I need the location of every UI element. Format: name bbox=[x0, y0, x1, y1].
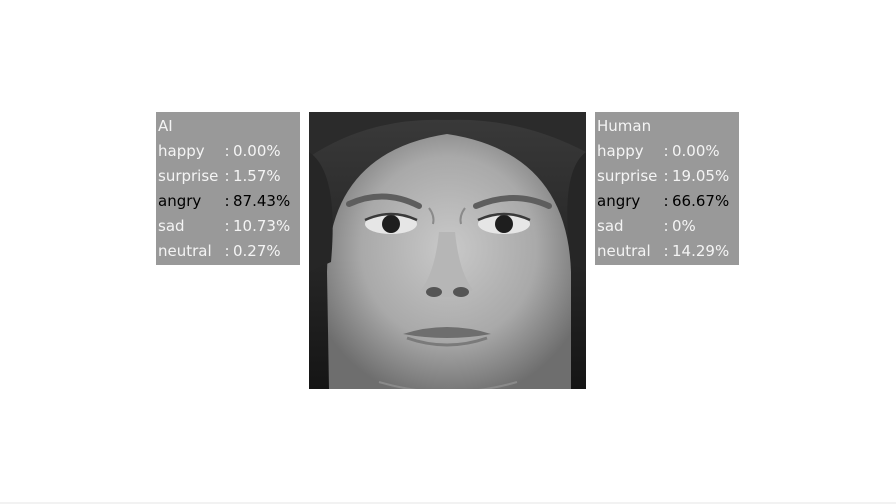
separator: : bbox=[663, 217, 669, 235]
face-illustration bbox=[309, 112, 586, 389]
ai-panel-title: AI bbox=[158, 117, 173, 135]
emotion-label: sad bbox=[158, 217, 185, 235]
emotion-value: 0.00% bbox=[233, 142, 281, 160]
ai-row-sad: sad : 10.73% bbox=[158, 214, 300, 239]
emotion-value: 0.27% bbox=[233, 242, 281, 260]
separator: : bbox=[663, 192, 669, 210]
emotion-value: 10.73% bbox=[233, 217, 291, 235]
emotion-value: 19.05% bbox=[672, 167, 730, 185]
emotion-value: 0% bbox=[672, 217, 696, 235]
separator: : bbox=[224, 242, 230, 260]
emotion-label: surprise bbox=[158, 167, 219, 185]
human-row-happy: happy : 0.00% bbox=[597, 139, 739, 164]
emotion-value: 66.67% bbox=[672, 192, 730, 210]
ai-row-neutral: neutral : 0.27% bbox=[158, 239, 300, 264]
human-row-neutral: neutral : 14.29% bbox=[597, 239, 739, 264]
emotion-value: 0.00% bbox=[672, 142, 720, 160]
separator: : bbox=[663, 167, 669, 185]
divider bbox=[0, 502, 896, 504]
emotion-label: neutral bbox=[597, 242, 651, 260]
separator: : bbox=[663, 142, 669, 160]
separator: : bbox=[224, 142, 230, 160]
human-row-sad: sad : 0% bbox=[597, 214, 739, 239]
emotion-value: 87.43% bbox=[233, 192, 291, 210]
human-row-angry: angry : 66.67% bbox=[597, 189, 739, 214]
separator: : bbox=[224, 167, 230, 185]
ai-row-surprise: surprise : 1.57% bbox=[158, 164, 300, 189]
emotion-label: angry bbox=[158, 192, 202, 210]
separator: : bbox=[224, 217, 230, 235]
emotion-label: neutral bbox=[158, 242, 212, 260]
emotion-label: surprise bbox=[597, 167, 658, 185]
emotion-value: 14.29% bbox=[672, 242, 730, 260]
emotion-label: happy bbox=[158, 142, 205, 160]
emotion-label: happy bbox=[597, 142, 644, 160]
human-row-surprise: surprise : 19.05% bbox=[597, 164, 739, 189]
human-panel-title: Human bbox=[597, 117, 652, 135]
human-rating-panel: Human happy : 0.00% surprise : 19.05% an… bbox=[595, 112, 739, 265]
emotion-value: 1.57% bbox=[233, 167, 281, 185]
separator: : bbox=[663, 242, 669, 260]
separator: : bbox=[224, 192, 230, 210]
ai-prediction-panel: AI happy : 0.00% surprise : 1.57% angry … bbox=[156, 112, 300, 265]
ai-row-angry: angry : 87.43% bbox=[158, 189, 300, 214]
ai-row-happy: happy : 0.00% bbox=[158, 139, 300, 164]
emotion-label: angry bbox=[597, 192, 641, 210]
emotion-label: sad bbox=[597, 217, 624, 235]
face-photo bbox=[309, 112, 586, 389]
